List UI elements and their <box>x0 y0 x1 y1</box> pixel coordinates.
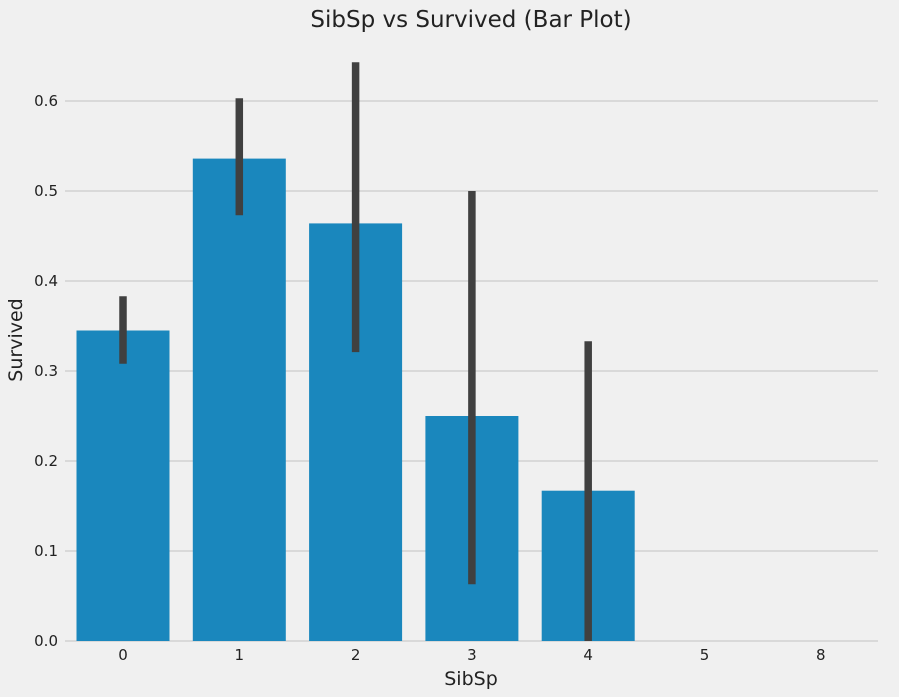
x-tick-label: 2 <box>351 646 361 664</box>
x-tick-label: 3 <box>467 646 477 664</box>
y-tick-label: 0.1 <box>34 542 58 560</box>
x-tick-label: 1 <box>235 646 245 664</box>
x-tick-label: 4 <box>583 646 593 664</box>
y-tick-label: 0.3 <box>34 362 58 380</box>
y-tick-label: 0.6 <box>34 92 58 110</box>
x-tick-label: 0 <box>118 646 128 664</box>
y-tick-label: 0.2 <box>34 452 58 470</box>
y-tick-label: 0.4 <box>34 272 58 290</box>
y-axis-label: Survived <box>5 298 27 381</box>
bar <box>192 158 286 641</box>
x-tick-label: 5 <box>700 646 710 664</box>
x-tick-labels: 0 1 2 3 4 5 8 <box>118 646 825 664</box>
error-bars <box>119 62 592 641</box>
x-tick-label: 8 <box>816 646 826 664</box>
y-tick-labels: 0.0 0.1 0.2 0.3 0.4 0.5 0.6 <box>34 92 58 650</box>
bar <box>76 330 170 641</box>
y-tick-label: 0.5 <box>34 182 58 200</box>
chart-title: SibSp vs Survived (Bar Plot) <box>310 7 631 33</box>
x-axis-label: SibSp <box>444 668 498 690</box>
y-tick-label: 0.0 <box>34 632 58 650</box>
